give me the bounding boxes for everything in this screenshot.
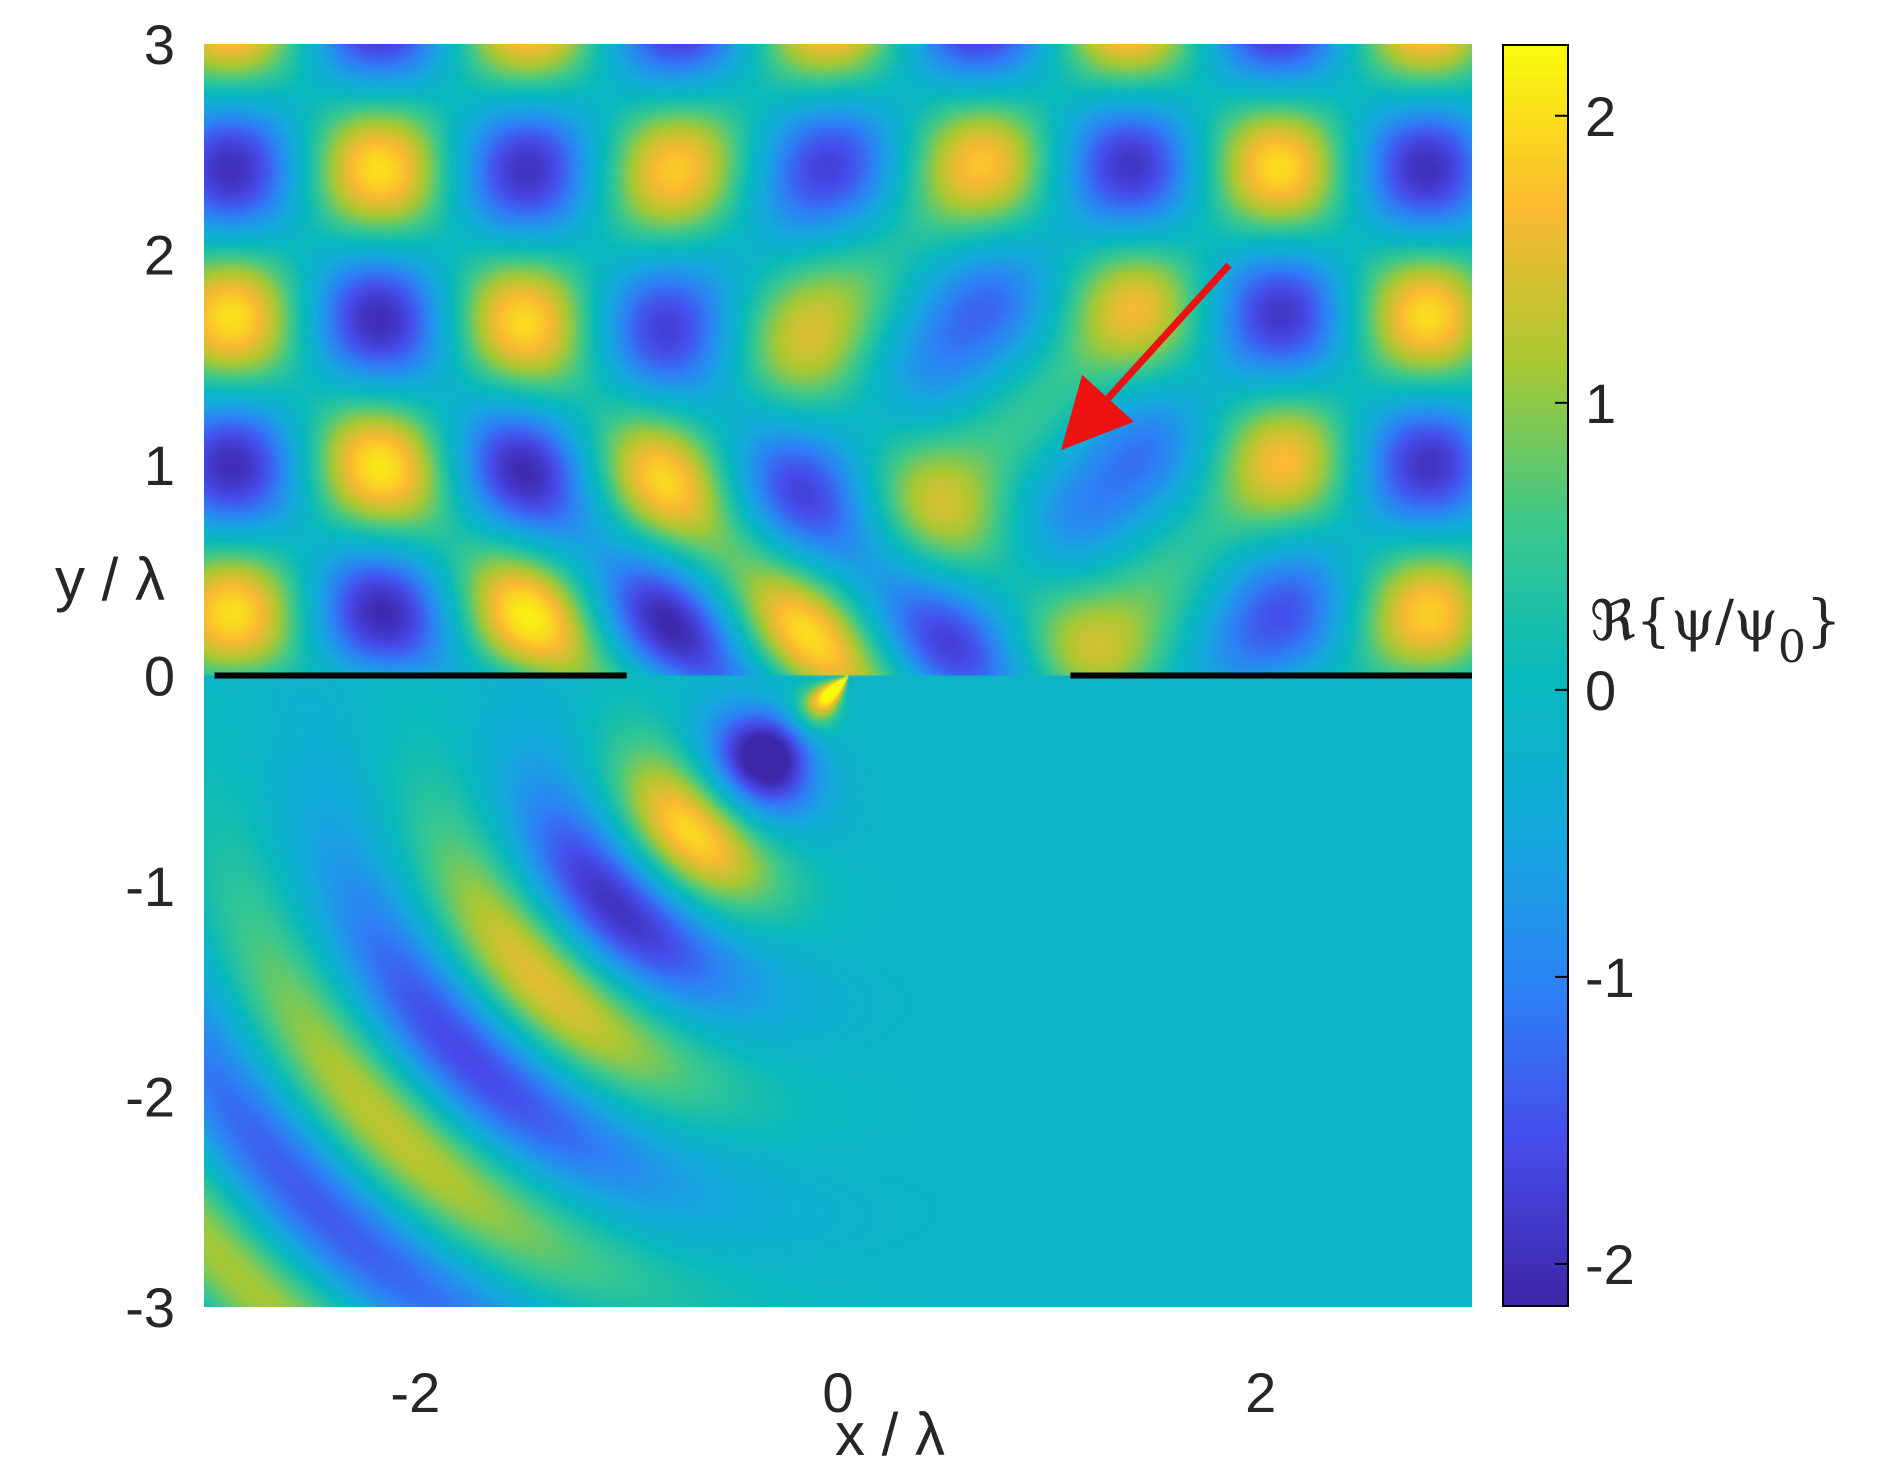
colorbar-tick-labels: 2 1 0 -1 -2 xyxy=(1555,85,1635,1296)
colorbar-label: ℜ{ψ/ψ0} xyxy=(1590,589,1842,673)
y-tick-label: 1 xyxy=(144,434,175,497)
incident-arrow xyxy=(1061,262,1232,451)
y-tick-label: -1 xyxy=(125,855,175,918)
y-tick-label: 3 xyxy=(144,13,175,76)
x-tick-label: 0 xyxy=(822,1361,853,1424)
colorbar-tick-label: 0 xyxy=(1585,659,1616,722)
x-tick-label: 2 xyxy=(1245,1361,1276,1424)
colorbar xyxy=(1502,44,1569,1307)
y-tick-label: 2 xyxy=(144,224,175,287)
colorbar-tick-label: 1 xyxy=(1585,372,1616,435)
colorbar-label-main: ℜ{ψ/ψ xyxy=(1590,589,1778,654)
colorbar-tick-label: -2 xyxy=(1585,1233,1635,1296)
colorbar-label-close: } xyxy=(1806,589,1842,654)
x-axis-label: x / λ xyxy=(835,1401,945,1468)
colorbar-tick-label: -1 xyxy=(1585,946,1635,1009)
y-tick-label: -3 xyxy=(125,1276,175,1339)
x-tick-labels: -2 0 2 xyxy=(390,1361,1276,1424)
colorbar-label-subscript: 0 xyxy=(1778,622,1806,673)
arrow-line xyxy=(1061,262,1232,451)
x-tick-label: -2 xyxy=(390,1361,440,1424)
y-tick-label: 0 xyxy=(144,645,175,708)
y-axis-label: y / λ xyxy=(55,546,165,613)
y-tick-labels: 3 2 1 0 -1 -2 -3 xyxy=(125,13,175,1339)
y-tick-label: -2 xyxy=(125,1066,175,1129)
colorbar-tick-label: 2 xyxy=(1585,85,1616,148)
